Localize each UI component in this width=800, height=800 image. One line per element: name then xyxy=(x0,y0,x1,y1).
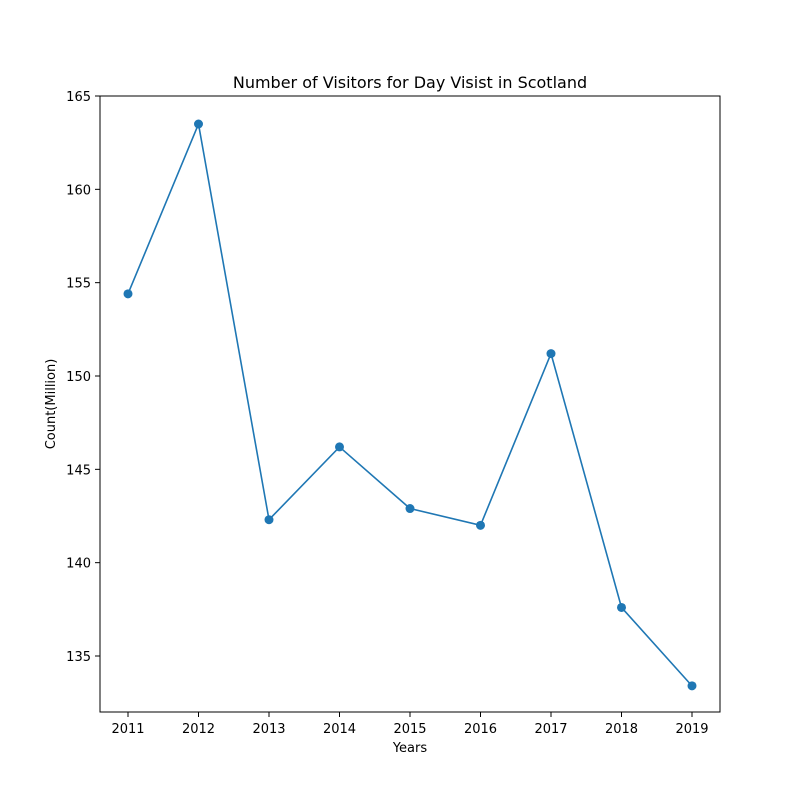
x-tick-label: 2016 xyxy=(464,722,497,737)
x-tick-label: 2014 xyxy=(323,722,356,737)
x-tick-label: 2011 xyxy=(111,722,144,737)
data-point-marker xyxy=(194,119,203,129)
data-point-marker xyxy=(123,289,133,299)
data-point-marker xyxy=(546,349,556,359)
x-tick-label: 2012 xyxy=(182,722,215,737)
x-tick-label: 2017 xyxy=(534,722,567,737)
x-tick-label: 2018 xyxy=(605,722,638,737)
y-tick-label: 140 xyxy=(66,557,91,572)
y-tick-label: 160 xyxy=(66,183,91,198)
y-tick-label: 165 xyxy=(66,90,91,105)
y-tick-label: 155 xyxy=(66,277,91,292)
x-tick-label: 2019 xyxy=(675,722,708,737)
y-axis-label: Count(Million) xyxy=(44,359,59,450)
data-point-marker xyxy=(617,602,626,612)
y-tick-label: 135 xyxy=(66,650,91,665)
y-tick-label: 145 xyxy=(66,463,91,478)
plot-area xyxy=(123,119,697,691)
data-point-marker xyxy=(687,681,697,691)
data-point-marker xyxy=(264,515,274,525)
x-axis-label: Years xyxy=(392,741,428,756)
x-tick-label: 2015 xyxy=(393,722,426,737)
y-tick-label: 150 xyxy=(66,370,91,385)
x-tick-label: 2013 xyxy=(252,722,285,737)
data-point-marker xyxy=(476,520,485,530)
data-point-marker xyxy=(405,504,415,514)
chart-title: Number of Visitors for Day Visist in Sco… xyxy=(233,73,587,92)
data-point-marker xyxy=(335,442,344,452)
